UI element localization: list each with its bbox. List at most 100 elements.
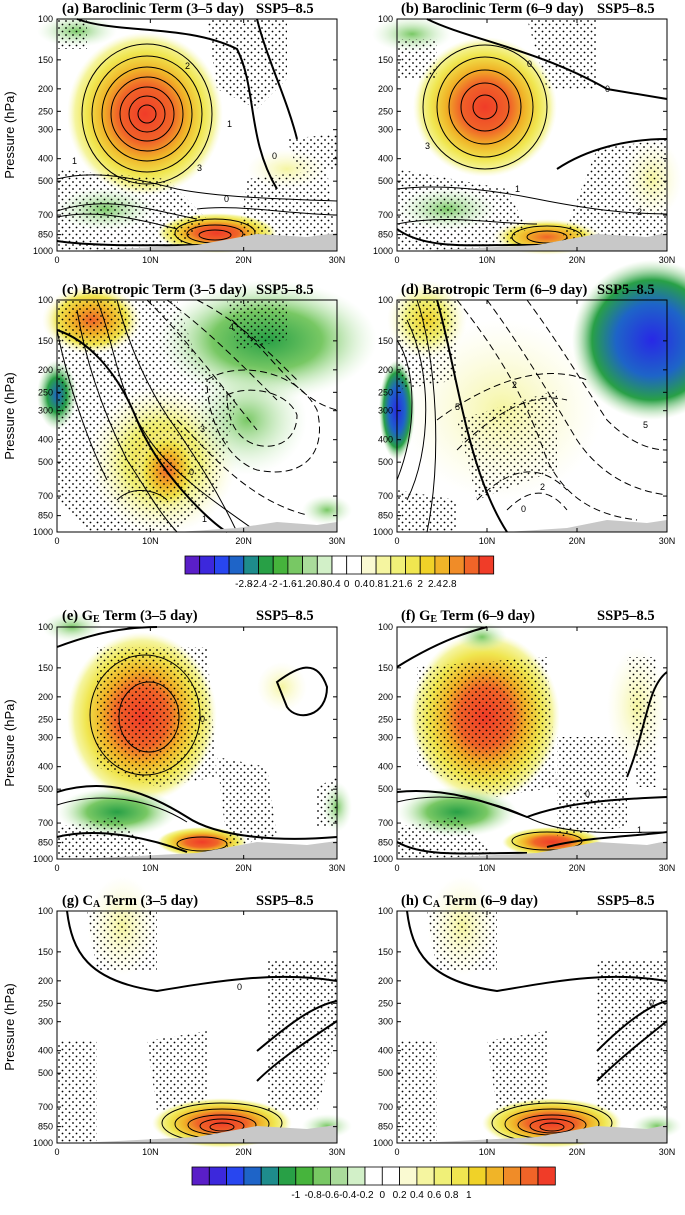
colorbar-1-boxes <box>184 555 495 575</box>
colorbar-1-labels: -2.8-2.4 -2 -1.6-1.2-0.8-0.4 0 0.4 0.8 1.2 1.6 2… <box>235 579 457 590</box>
panel-d-scenario: SSP5–8.5 <box>597 282 655 298</box>
x-tick-label: 20N <box>569 863 586 873</box>
x-tick-label: 0 <box>394 1147 399 1157</box>
y-tick-label: 100 <box>378 622 393 632</box>
colorbar-label: -0.4 <box>323 579 341 590</box>
y-tick-label: 150 <box>38 336 53 346</box>
colorbar-label: -1 <box>291 1190 300 1201</box>
colorbar-box <box>537 1166 556 1186</box>
panel-a-plot: 2 1 1 0 0 3 <box>37 15 338 253</box>
y-axis-label-c: Pressure (hPa) <box>2 372 17 459</box>
contour-label: 0 <box>521 504 526 514</box>
colorbar-box <box>433 1166 452 1186</box>
colorbar-box <box>502 1166 522 1186</box>
colorbar-label: -1.2 <box>294 579 312 590</box>
colorbar-2-labels: -1 -0.8 -0.6 -0.4 -0.2 0 0.2 0.4 0.6 0.8 1 <box>291 1190 472 1201</box>
y-tick-label: 300 <box>378 1017 393 1027</box>
y-tick-label: 100 <box>38 14 53 24</box>
panel-h: 0 <box>396 876 682 1148</box>
panel-d-title: (d) Barotropic Term (6–9 day) <box>401 282 588 298</box>
y-tick-label: 700 <box>38 1102 53 1112</box>
y-tick-label: 500 <box>378 784 393 794</box>
x-tick-label: 20N <box>235 863 252 873</box>
x-tick-label: 30N <box>659 1147 676 1157</box>
y-tick-label: 250 <box>38 106 53 116</box>
panel-d-plot: 2 5 0 2 5 <box>379 260 685 533</box>
colorbar-label: -0.6 <box>322 1190 340 1201</box>
panel-b-title: (b) Baroclinic Term (6–9 day) <box>401 1 584 17</box>
y-tick-label: 500 <box>38 176 53 186</box>
x-tick-label: 30N <box>329 1147 346 1157</box>
contour-label: 2 <box>637 207 642 217</box>
y-tick-label: 500 <box>38 1068 53 1078</box>
contour-label: 3 <box>200 424 205 434</box>
y-tick-label: 700 <box>38 210 53 220</box>
y-tick-label: 200 <box>378 692 393 702</box>
colorbar-box <box>449 555 465 575</box>
y-tick-label: 100 <box>38 906 53 916</box>
y-tick-label: 1000 <box>33 854 53 864</box>
panel-a: 2 1 1 0 0 3 <box>37 15 338 253</box>
x-tick-label: 0 <box>394 536 399 546</box>
x-tick-label: 20N <box>569 536 586 546</box>
colorbar-box <box>405 555 421 575</box>
colorbar-box <box>302 555 318 575</box>
y-tick-label: 100 <box>38 295 53 305</box>
x-tick-label: 10N <box>142 1147 159 1157</box>
colorbar-box <box>243 1166 262 1186</box>
colorbar-label: -0.8 <box>309 579 327 590</box>
y-tick-label: 300 <box>38 125 53 135</box>
contour-label: 1 <box>202 514 207 524</box>
y-tick-label: 700 <box>378 1102 393 1112</box>
panel-c-title: (c) Barotropic Term (3–5 day) <box>62 282 247 298</box>
colorbar-label: -2.8 <box>235 579 253 590</box>
y-tick-label: 500 <box>378 1068 393 1078</box>
x-tick-label: 10N <box>142 536 159 546</box>
colorbar-box <box>520 1166 539 1186</box>
contour-label: 4 <box>229 322 234 332</box>
y-tick-label: 1000 <box>33 246 53 256</box>
y-tick-label: 850 <box>38 838 53 848</box>
y-tick-label: 250 <box>378 387 393 397</box>
y-tick-label: 200 <box>38 365 53 375</box>
panel-g-scenario: SSP5–8.5 <box>256 893 314 909</box>
panel-e-plot: 0 <box>42 612 352 860</box>
y-tick-label: 850 <box>38 230 53 240</box>
x-tick-label: 30N <box>659 863 676 873</box>
y-tick-label: 850 <box>378 511 393 521</box>
colorbar-label: 0 <box>344 579 350 590</box>
panel-e-scenario: SSP5–8.5 <box>256 608 314 624</box>
colorbar-2: -1 -0.8 -0.6 -0.4 -0.2 0 0.2 0.4 0.6 0.8 1 <box>191 1166 556 1201</box>
colorbar-box <box>258 555 274 575</box>
colorbar-1: -2.8-2.4 -2 -1.6-1.2-0.8-0.4 0 0.4 0.8 1.2 1.6 2… <box>184 555 495 590</box>
y-tick-label: 150 <box>38 947 53 957</box>
y-tick-label: 1000 <box>373 1138 393 1148</box>
colorbar-box <box>199 555 215 575</box>
y-tick-label: 500 <box>38 457 53 467</box>
colorbar-box <box>260 1166 279 1186</box>
contour-label: 3 <box>425 141 430 151</box>
colorbar-box <box>419 555 436 575</box>
colorbar-box <box>208 1166 227 1186</box>
colorbar-box <box>346 555 362 575</box>
colorbar-box <box>228 555 245 575</box>
colorbar-label: 0.2 <box>393 1190 407 1201</box>
y-tick-label: 400 <box>378 1046 393 1056</box>
y-tick-label: 1000 <box>373 854 393 864</box>
y-tick-label: 200 <box>378 976 393 986</box>
panel-c: 4 3 0 1 <box>37 280 377 535</box>
y-tick-label: 700 <box>38 818 53 828</box>
panel-a-title: (a) Baroclinic Term (3–5 day) <box>62 1 244 17</box>
y-tick-label: 200 <box>38 976 53 986</box>
y-tick-label: 400 <box>378 154 393 164</box>
y-tick-label: 100 <box>378 906 393 916</box>
y-tick-label: 100 <box>38 622 53 632</box>
x-tick-label: 20N <box>235 1147 252 1157</box>
colorbar-box <box>184 555 201 575</box>
panel-b-plot: 0 0 1 2 3 <box>372 16 682 255</box>
